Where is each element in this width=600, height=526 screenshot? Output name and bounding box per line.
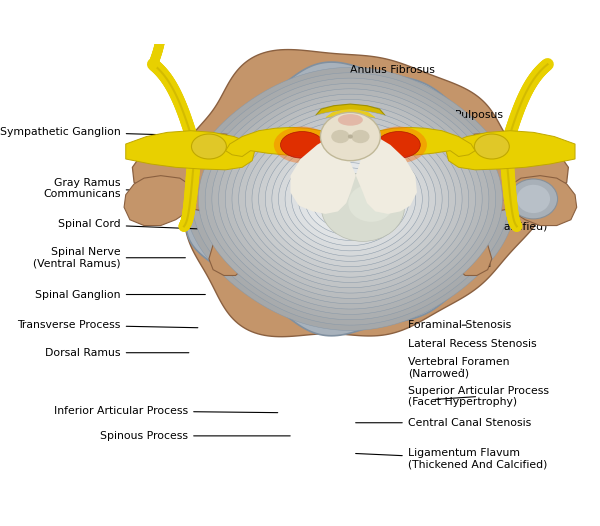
Polygon shape [363,127,475,157]
Polygon shape [209,232,247,276]
Ellipse shape [280,132,324,158]
Text: Marginal Ridge
(Spondylophytes,
Osteoarthritic Spine): Marginal Ridge (Spondylophytes, Osteoart… [408,150,521,184]
Ellipse shape [351,130,370,143]
Polygon shape [226,99,475,298]
Polygon shape [392,205,458,267]
Polygon shape [311,168,389,230]
Text: Anulus Fibrosus: Anulus Fibrosus [350,65,435,79]
Polygon shape [392,134,568,217]
Polygon shape [324,113,377,270]
Ellipse shape [331,130,350,143]
Polygon shape [186,62,526,336]
Polygon shape [124,176,196,226]
Polygon shape [126,130,254,170]
Text: Ligamentum Flavum
(Thickened And Calcified): Ligamentum Flavum (Thickened And Calcifi… [356,448,547,470]
Text: Spinal Ganglion: Spinal Ganglion [35,289,205,299]
Polygon shape [325,109,376,127]
Polygon shape [290,133,417,214]
Ellipse shape [348,135,353,139]
Ellipse shape [338,114,363,126]
Polygon shape [305,163,396,235]
Polygon shape [265,132,436,267]
Text: Posterior Longitudinal
Ligament
(Thickened And Calcified): Posterior Longitudinal Ligament (Thicken… [408,198,547,231]
Polygon shape [133,134,309,217]
Polygon shape [287,110,412,226]
Polygon shape [179,49,546,337]
Ellipse shape [509,179,557,219]
Polygon shape [298,157,403,240]
Ellipse shape [320,113,380,160]
Polygon shape [259,126,442,272]
Ellipse shape [349,185,394,222]
Text: Sympathetic Ganglion: Sympathetic Ganglion [0,127,205,137]
Polygon shape [301,118,400,215]
Polygon shape [226,127,338,157]
Text: Central Canal Stenosis: Central Canal Stenosis [356,418,531,428]
Text: Spinal Nerve
(Ventral Ramus): Spinal Nerve (Ventral Ramus) [33,247,185,269]
Polygon shape [318,173,383,225]
Ellipse shape [370,127,427,163]
Polygon shape [239,110,462,288]
Polygon shape [316,104,385,137]
Polygon shape [242,205,309,267]
Polygon shape [245,115,455,282]
Polygon shape [446,130,575,170]
Text: Transverse Process: Transverse Process [17,320,198,330]
Text: Spinous Process: Spinous Process [100,431,290,441]
Ellipse shape [517,185,550,213]
Ellipse shape [475,134,509,159]
Polygon shape [218,94,482,304]
Ellipse shape [149,0,170,7]
Polygon shape [232,105,469,293]
Polygon shape [185,67,516,330]
Polygon shape [285,147,416,251]
Polygon shape [212,89,489,309]
Polygon shape [272,137,429,261]
Polygon shape [325,178,376,219]
Polygon shape [205,84,496,315]
Polygon shape [191,73,509,325]
Ellipse shape [333,252,368,282]
Polygon shape [199,78,502,320]
Ellipse shape [377,132,420,158]
Polygon shape [278,142,422,256]
Text: Nucleus Pulposus: Nucleus Pulposus [376,110,503,122]
Text: Vertebral Foramen
(Narrowed): Vertebral Foramen (Narrowed) [408,357,509,379]
Text: Gray Ramus
Communicans: Gray Ramus Communicans [43,178,203,199]
Polygon shape [292,152,409,246]
Text: Superior Articular Process
(Facet Hypertrophy): Superior Articular Process (Facet Hypert… [408,386,549,407]
Text: Posterolateral
Disc Herniation: Posterolateral Disc Herniation [408,247,491,269]
Polygon shape [252,120,449,277]
Text: Foraminal Stenosis: Foraminal Stenosis [408,320,511,330]
Ellipse shape [191,134,226,159]
Polygon shape [331,183,370,261]
Text: Inferior Articular Process: Inferior Articular Process [54,406,278,416]
Text: Spinal Cord: Spinal Cord [58,219,260,231]
Polygon shape [454,232,492,276]
Ellipse shape [321,173,404,241]
Text: Lateral Recess Stenosis: Lateral Recess Stenosis [408,339,536,349]
Text: Dorsal Ramus: Dorsal Ramus [45,348,189,358]
Ellipse shape [274,127,331,163]
Polygon shape [292,208,409,231]
Polygon shape [505,176,577,226]
